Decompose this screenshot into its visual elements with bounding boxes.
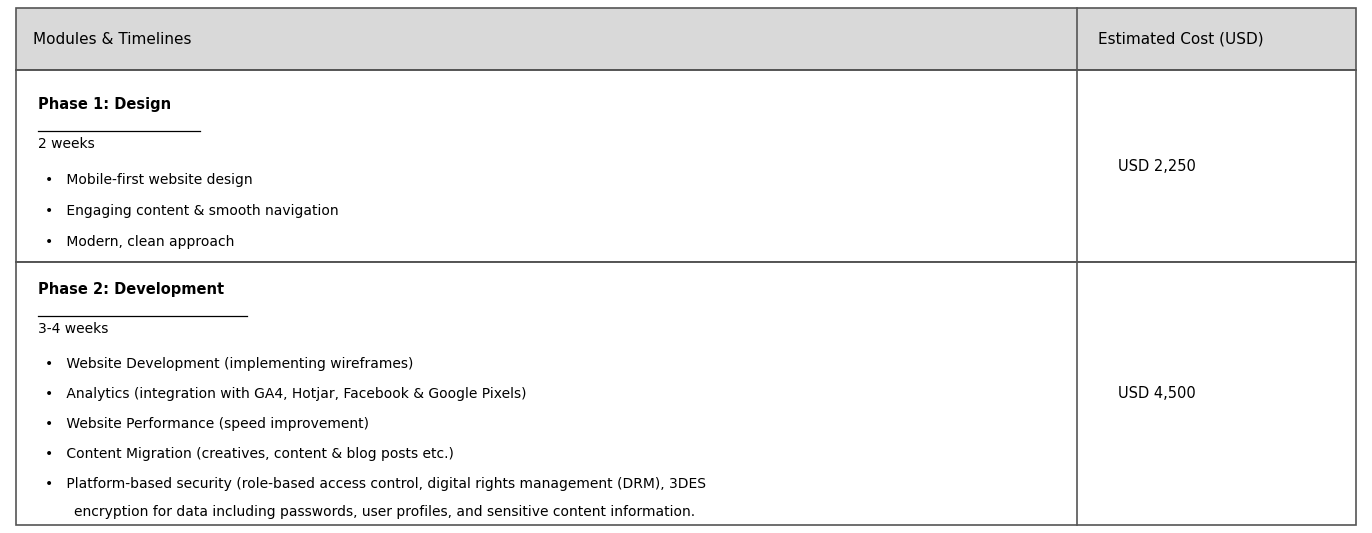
Bar <box>16 8 1356 70</box>
Text: •   Mobile-first website design: • Mobile-first website design <box>45 173 252 187</box>
Text: Estimated Cost (USD): Estimated Cost (USD) <box>1098 31 1264 47</box>
Text: USD 4,500: USD 4,500 <box>1118 386 1196 401</box>
Bar <box>16 70 1356 262</box>
Text: •   Engaging content & smooth navigation: • Engaging content & smooth navigation <box>45 204 339 218</box>
Text: •   Modern, clean approach: • Modern, clean approach <box>45 235 235 249</box>
Bar <box>16 262 1356 525</box>
Text: •   Analytics (integration with GA4, Hotjar, Facebook & Google Pixels): • Analytics (integration with GA4, Hotja… <box>45 387 527 401</box>
Text: •   Content Migration (creatives, content & blog posts etc.): • Content Migration (creatives, content … <box>45 447 454 461</box>
Text: •   Platform-based security (role-based access control, digital rights managemen: • Platform-based security (role-based ac… <box>45 477 707 490</box>
Text: 2 weeks: 2 weeks <box>38 137 95 151</box>
Text: Phase 1: Design: Phase 1: Design <box>38 97 172 112</box>
Text: USD 2,250: USD 2,250 <box>1118 159 1196 174</box>
Text: 3-4 weeks: 3-4 weeks <box>38 322 108 336</box>
Text: Phase 2: Development: Phase 2: Development <box>38 282 225 297</box>
Text: encryption for data including passwords, user profiles, and sensitive content in: encryption for data including passwords,… <box>74 505 696 519</box>
Text: Modules & Timelines: Modules & Timelines <box>33 31 192 47</box>
Text: •   Website Development (implementing wireframes): • Website Development (implementing wire… <box>45 357 413 371</box>
Text: •   Website Performance (speed improvement): • Website Performance (speed improvement… <box>45 417 369 431</box>
